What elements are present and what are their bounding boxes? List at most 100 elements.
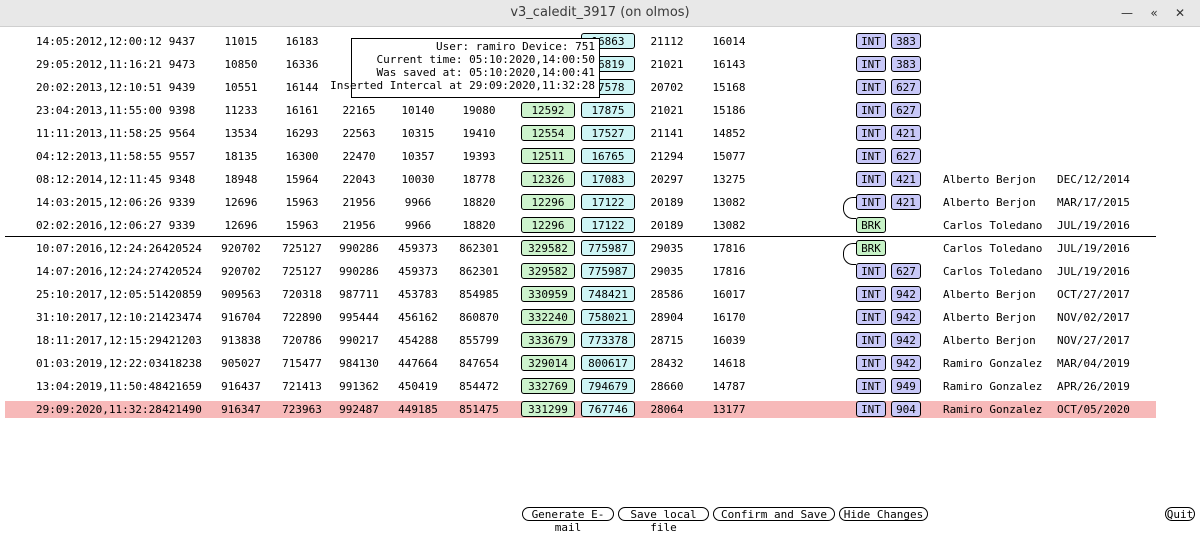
green-value-cell[interactable]: 12592 <box>521 102 575 118</box>
value-cell: 860870 <box>459 311 499 324</box>
intercal-number-button[interactable]: 904 <box>891 401 921 417</box>
entry-date: NOV/02/2017 <box>1057 311 1130 324</box>
intercal-number-button[interactable]: 949 <box>891 378 921 394</box>
table-row[interactable]: 14:03:2015,12:06:26 9339 12696 15963 21956 99… <box>0 192 1200 215</box>
green-value-cell[interactable]: 12554 <box>521 125 575 141</box>
event-tag-button[interactable]: INT <box>856 332 886 348</box>
event-tag-button[interactable]: BRK <box>856 217 886 233</box>
minimize-icon[interactable]: — <box>1121 6 1133 20</box>
intercal-number-button[interactable]: 942 <box>891 332 921 348</box>
event-tag-button[interactable]: INT <box>856 194 886 210</box>
event-tag-button[interactable]: INT <box>856 79 886 95</box>
value-cell: 16039 <box>712 334 746 347</box>
green-value-cell[interactable]: 329014 <box>521 355 575 371</box>
value-cell: 19393 <box>462 150 496 163</box>
table-row[interactable]: 11:11:2013,11:58:25 9564 13534 16293 22563 10… <box>0 123 1200 146</box>
close-icon[interactable]: ✕ <box>1174 6 1186 20</box>
table-row[interactable]: 25:10:2017,12:05:51 420859 909563 720318 987… <box>0 284 1200 307</box>
cyan-value-cell[interactable]: 17875 <box>581 102 635 118</box>
maximize-icon[interactable]: « <box>1150 6 1158 20</box>
green-value-cell[interactable]: 329582 <box>521 263 575 279</box>
intercal-number-button[interactable]: 627 <box>891 148 921 164</box>
intercal-number-button[interactable]: 383 <box>891 56 921 72</box>
table-row[interactable]: 01:03:2019,12:22:03 418238 905027 715477 984… <box>0 353 1200 376</box>
intercal-number-button[interactable]: 421 <box>891 125 921 141</box>
cyan-value-cell[interactable]: 794679 <box>581 378 635 394</box>
event-tag-button[interactable]: INT <box>856 171 886 187</box>
green-value-cell[interactable]: 331299 <box>521 401 575 417</box>
value-cell: 9557 <box>168 150 196 163</box>
event-tag-button[interactable]: INT <box>856 355 886 371</box>
row-timestamp: 14:03:2015,12:06:26 <box>36 196 162 209</box>
event-tag-button[interactable]: INT <box>856 263 886 279</box>
cyan-value-cell[interactable]: 17122 <box>581 194 635 210</box>
event-tag-button[interactable]: INT <box>856 309 886 325</box>
event-tag-button[interactable]: INT <box>856 125 886 141</box>
green-value-cell[interactable]: 329582 <box>521 240 575 256</box>
cyan-value-cell[interactable]: 800617 <box>581 355 635 371</box>
event-tag-button[interactable]: INT <box>856 148 886 164</box>
table-row[interactable]: 14:05:2012,12:00:12 9437 11015 16183 16863 21… <box>0 31 1200 54</box>
table-row[interactable]: 23:04:2013,11:55:00 9398 11233 16161 22165 10… <box>0 100 1200 123</box>
event-tag-button[interactable]: INT <box>856 33 886 49</box>
event-tag-button[interactable]: INT <box>856 102 886 118</box>
cyan-value-cell[interactable]: 17122 <box>581 217 635 233</box>
event-tag-button[interactable]: BRK <box>856 240 886 256</box>
green-value-cell[interactable]: 12296 <box>521 194 575 210</box>
value-cell: 905027 <box>221 357 261 370</box>
cyan-value-cell[interactable]: 17527 <box>581 125 635 141</box>
value-cell: 18778 <box>462 173 496 186</box>
table-row[interactable]: 04:12:2013,11:58:55 9557 18135 16300 22470 10… <box>0 146 1200 169</box>
green-value-cell[interactable]: 332769 <box>521 378 575 394</box>
table-row[interactable]: 10:07:2016,12:24:26 420524 920702 725127 990… <box>0 238 1200 261</box>
cyan-value-cell[interactable]: 16765 <box>581 148 635 164</box>
hide-changes-button[interactable]: Hide Changes <box>839 507 928 521</box>
quit-button[interactable]: Quit <box>1165 507 1195 521</box>
cyan-value-cell[interactable]: 767746 <box>581 401 635 417</box>
intercal-number-button[interactable]: 383 <box>891 33 921 49</box>
event-tag-button[interactable]: INT <box>856 56 886 72</box>
intercal-number-button[interactable]: 942 <box>891 309 921 325</box>
green-value-cell[interactable]: 333679 <box>521 332 575 348</box>
intercal-number-button[interactable]: 421 <box>891 194 921 210</box>
green-value-cell[interactable]: 12296 <box>521 217 575 233</box>
event-tag-button[interactable]: INT <box>856 401 886 417</box>
value-cell: 420524 <box>162 242 202 255</box>
value-cell: 28660 <box>650 380 684 393</box>
table-row[interactable]: 18:11:2017,12:15:29 421203 913838 720786 990… <box>0 330 1200 353</box>
table-row[interactable]: 20:02:2013,12:10:51 9439 10551 16144 17578 20… <box>0 77 1200 100</box>
event-tag-button[interactable]: INT <box>856 378 886 394</box>
value-cell: 9966 <box>404 196 432 209</box>
intercal-number-button[interactable]: 942 <box>891 355 921 371</box>
green-value-cell[interactable]: 12326 <box>521 171 575 187</box>
table-row[interactable]: 29:09:2020,11:32:28 421490 916347 723963 992… <box>0 399 1200 422</box>
cyan-value-cell[interactable]: 748421 <box>581 286 635 302</box>
table-row[interactable]: 14:07:2016,12:24:27 420524 920702 725127 990… <box>0 261 1200 284</box>
cyan-value-cell[interactable]: 17083 <box>581 171 635 187</box>
table-row[interactable]: 02:02:2016,12:06:27 9339 12696 15963 21956 99… <box>0 215 1200 238</box>
cyan-value-cell[interactable]: 758021 <box>581 309 635 325</box>
cyan-value-cell[interactable]: 775987 <box>581 240 635 256</box>
value-cell: 720318 <box>282 288 322 301</box>
entry-date: JUL/19/2016 <box>1057 219 1130 232</box>
green-value-cell[interactable]: 12511 <box>521 148 575 164</box>
table-row[interactable]: 13:04:2019,11:50:48 421659 916437 721413 991… <box>0 376 1200 399</box>
intercal-number-button[interactable]: 627 <box>891 79 921 95</box>
cyan-value-cell[interactable]: 773378 <box>581 332 635 348</box>
table-row[interactable]: 08:12:2014,12:11:45 9348 18948 15964 22043 10… <box>0 169 1200 192</box>
save-local-file-button[interactable]: Save local file <box>618 507 709 534</box>
table-row[interactable]: 31:10:2017,12:10:21 423474 916704 722890 995… <box>0 307 1200 330</box>
confirm-and-save-button[interactable]: Confirm and Save <box>713 507 835 521</box>
intercal-number-button[interactable]: 942 <box>891 286 921 302</box>
intercal-number-button[interactable]: 627 <box>891 102 921 118</box>
cyan-value-cell[interactable]: 775987 <box>581 263 635 279</box>
green-value-cell[interactable]: 332240 <box>521 309 575 325</box>
intercal-number-button[interactable]: 627 <box>891 263 921 279</box>
generate-email-button[interactable]: Generate E-mail <box>522 507 614 534</box>
green-value-cell[interactable]: 330959 <box>521 286 575 302</box>
intercal-number-button[interactable]: 421 <box>891 171 921 187</box>
row-timestamp: 29:05:2012,11:16:21 <box>36 58 162 71</box>
event-tag-button[interactable]: INT <box>856 286 886 302</box>
value-cell: 21141 <box>650 127 684 140</box>
table-row[interactable]: 29:05:2012,11:16:21 9473 10850 16336 16819 21… <box>0 54 1200 77</box>
